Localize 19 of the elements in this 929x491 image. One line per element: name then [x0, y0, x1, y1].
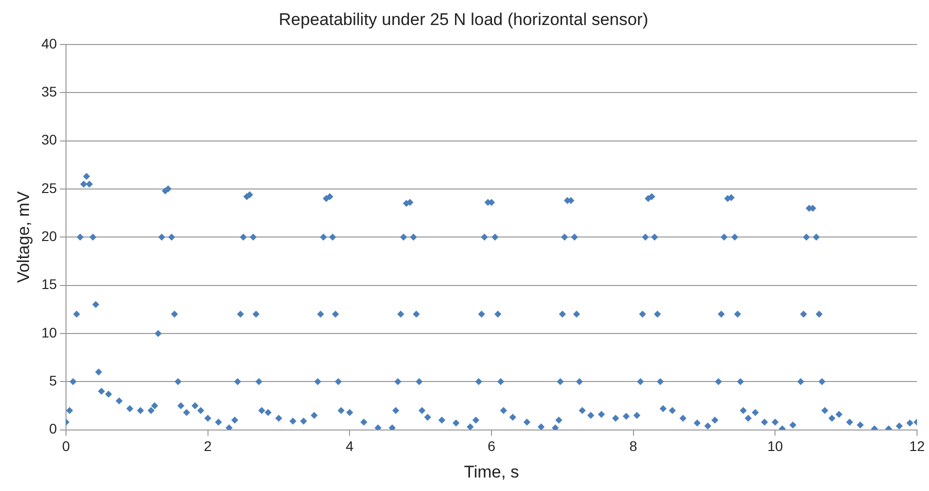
x-tick-label: 10 — [767, 438, 784, 454]
y-tick-label: 5 — [49, 372, 58, 388]
y-tick-label: 35 — [41, 83, 58, 100]
chart-title: Repeatability under 25 N load (horizontal sensor) — [278, 10, 648, 29]
y-tick-label: 25 — [41, 180, 58, 196]
x-tick-label: 2 — [204, 438, 212, 454]
y-tick-label: 40 — [41, 35, 58, 52]
x-tick-label: 8 — [629, 438, 638, 454]
y-tick-label: 10 — [41, 324, 58, 340]
x-tick-label: 12 — [909, 438, 925, 454]
y-tick-label: 15 — [41, 276, 58, 292]
y-tick-label: 20 — [41, 228, 58, 244]
x-tick-label: 6 — [488, 438, 496, 454]
x-tick-label: 0 — [62, 438, 70, 454]
y-tick-label: 30 — [41, 132, 58, 148]
x-axis-title: Time, s — [464, 462, 520, 482]
y-axis-title: Voltage, mV — [14, 190, 33, 283]
x-tick-label: 4 — [346, 438, 354, 454]
y-tick-label: 0 — [49, 420, 58, 437]
